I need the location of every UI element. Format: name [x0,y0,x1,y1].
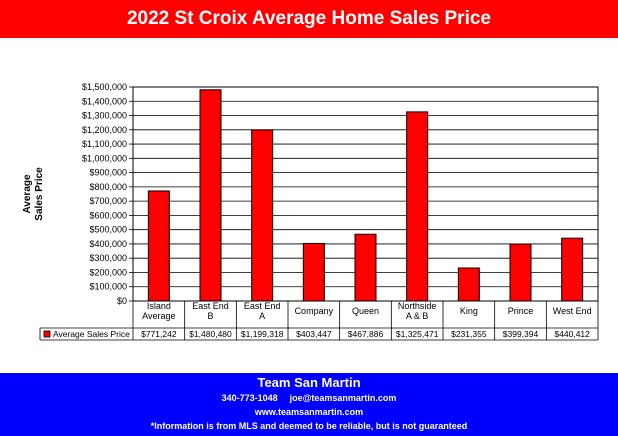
data-value-label: $1,199,318 [241,329,284,339]
category-label: A & B [406,311,429,321]
category-label: King [460,306,478,316]
legend-key [43,330,51,338]
y-tick-label: $0 [117,296,127,306]
chart-area: $0 $100,000 $200,000 $300,000 $400,000 $500,0… [0,38,618,373]
data-value-label: $440,412 [554,329,590,339]
footer-company-name: Team San Martin [257,375,361,390]
data-value-label: $771,242 [141,329,177,339]
data-value-label: $403,447 [296,329,332,339]
category-label: Prince [508,306,534,316]
bar [561,237,584,302]
bar [147,190,170,302]
y-tick-label: $1,300,000 [82,111,127,121]
y-tick-label: $900,000 [89,168,127,178]
plot-border [132,86,599,302]
y-tick-label: $1,400,000 [82,96,127,106]
bar [406,111,429,302]
footer-contact: 340-773-1048 joe@teamsanmartin.com [0,391,618,405]
footer-phone: 340-773-1048 [221,393,278,403]
category-label: Queen [352,306,379,316]
bar [509,243,532,302]
footer-disclaimer: *Information is from MLS and deemed to b… [150,421,468,431]
data-value-label: $399,394 [503,329,539,339]
y-tick-label: $200,000 [89,267,127,277]
y-tick-label: $1,500,000 [82,82,127,92]
y-tick-label: $700,000 [89,196,127,206]
category-label: Company [295,306,334,316]
footer: Team San Martin 340-773-1048 joe@teamsanm… [0,373,618,436]
y-axis-title-line1: Average [22,174,33,214]
footer-email[interactable]: joe@teamsanmartin.com [289,393,397,403]
category-label: West End [553,306,592,316]
legend-series-name: Average Sales Price [53,329,130,339]
bar [302,242,325,302]
bar [457,267,480,302]
y-tick-label: $400,000 [89,239,127,249]
category-label: East End [192,301,229,311]
chart-title: 2022 St Croix Average Home Sales Price [126,8,491,29]
bar [199,89,222,302]
data-value-label: $231,355 [451,329,487,339]
y-tick-label: $100,000 [89,282,127,292]
category-label: East End [244,301,281,311]
category-label: Island [147,301,171,311]
bar-chart: $0 $100,000 $200,000 $300,000 $400,000 $500,0… [22,82,599,341]
bar [354,233,377,302]
y-tick-label: $600,000 [89,210,127,220]
data-value-label: $467,886 [348,329,384,339]
data-value-label: $1,480,480 [189,329,232,339]
data-value-label: $1,325,471 [396,329,439,339]
bar [251,129,274,302]
y-tick-label: $1,000,000 [82,153,127,163]
category-label: A [259,311,265,321]
footer-website[interactable]: www.teamsanmartin.com [254,407,364,417]
title-banner: 2022 St Croix Average Home Sales Price [0,0,618,38]
y-tick-label: $300,000 [89,253,127,263]
category-label: Average [142,311,175,321]
category-label: B [207,311,213,321]
y-tick-label: $800,000 [89,182,127,192]
y-tick-label: $1,100,000 [82,139,127,149]
y-tick-label: $500,000 [89,225,127,235]
y-axis-title-line2: Sales Price [34,167,45,221]
y-tick-label: $1,200,000 [82,125,127,135]
category-label: Northside [398,301,437,311]
